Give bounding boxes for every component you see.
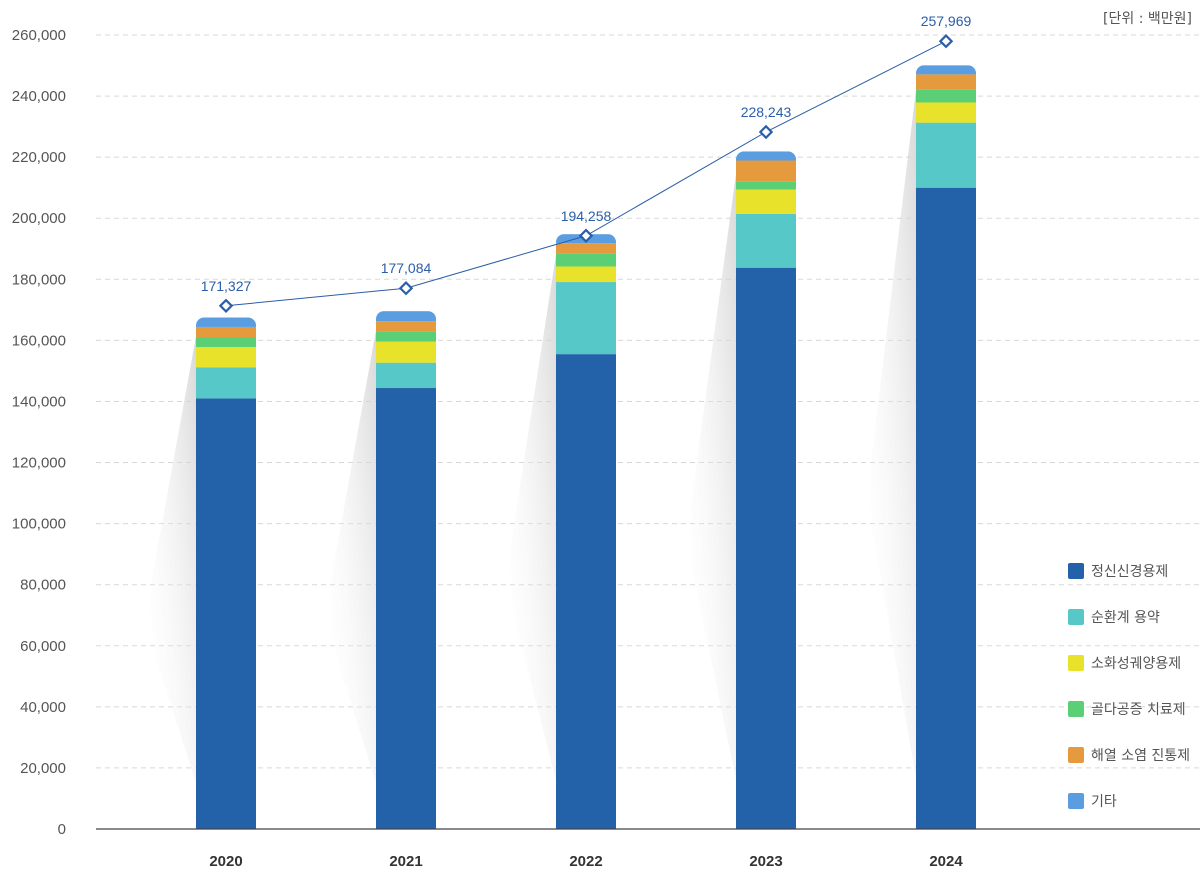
x-tick-label: 2022 [569,853,602,870]
x-tick-label: 2020 [209,853,242,870]
x-tick-label: 2024 [929,853,963,870]
legend-swatch [1068,609,1084,625]
bar-stack-2023 [736,151,796,829]
bar-segment [376,362,436,389]
bar-segment [376,311,436,322]
x-tick-label: 2023 [749,853,782,870]
y-tick-label: 140,000 [12,393,66,410]
y-tick-label: 200,000 [12,210,66,227]
bar-segment [196,367,256,399]
bar-segment [916,122,976,188]
bar-shadow [331,319,378,789]
legend-item: 해열 소염 진통제 [1068,747,1190,764]
bar-segment [916,187,976,829]
legend-item: 순환계 용약 [1068,609,1160,626]
bar-shadow [691,159,738,789]
bar-shadow [871,73,918,789]
legend-item: 기타 [1068,793,1117,810]
bar-segment [556,243,616,254]
bar-segment [196,326,256,338]
axes: 0 20,000 40,000 60,000 80,000 100,000 120,000 1… [12,27,1200,870]
bars [196,65,976,829]
y-tick-label: 0 [58,821,66,838]
bar-segment [376,341,436,363]
legend-item: 골다공증 치료제 [1068,701,1186,718]
bar-stack-2020 [196,317,256,829]
bar-segment [736,160,796,182]
bar-segment [556,266,616,283]
bar-segment [916,74,976,90]
bar-stack-2022 [556,234,616,829]
bar-segment [556,253,616,267]
bar-segment [556,354,616,829]
legend-item: 정신신경용제 [1068,563,1168,580]
total-line: 171,327 177,084 194,258 228,243 257,969 [201,13,972,314]
bar-shadow [511,242,558,789]
bar-shadow [151,325,198,789]
total-point-marker [578,228,594,243]
bar-segment [916,89,976,103]
bar-stack-2021 [376,311,436,829]
y-tick-label: 20,000 [20,760,66,777]
gridlines [96,34,1200,769]
bar-segment [736,213,796,268]
legend-label: 정신신경용제 [1091,564,1168,580]
legend-swatch [1068,747,1084,763]
total-point-marker [758,124,774,140]
bar-segment [736,189,796,214]
bar-segment [916,102,976,123]
total-value-label: 257,969 [921,13,972,29]
bar-segment [736,181,796,190]
legend-swatch [1068,701,1084,717]
y-tick-label: 220,000 [12,149,66,166]
bar-segment [376,331,436,342]
bar-stack-2024 [916,65,976,829]
legend-swatch [1068,563,1084,579]
total-point-marker [218,298,234,314]
y-tick-label: 240,000 [12,88,66,105]
legend-swatch [1068,793,1084,809]
total-value-label: 194,258 [561,208,612,224]
legend-item: 소화성궤양용제 [1068,655,1181,672]
legend-label: 순환계 용약 [1091,610,1160,626]
total-value-label: 171,327 [201,278,252,294]
y-tick-label: 80,000 [20,577,66,594]
bar-segment [376,388,436,829]
legend-label: 해열 소염 진통제 [1091,748,1190,764]
y-tick-label: 160,000 [12,332,66,349]
legend-label: 골다공증 치료제 [1091,702,1186,718]
bar-segment [196,317,256,327]
y-tick-label: 180,000 [12,271,66,288]
y-tick-label: 120,000 [12,455,66,472]
total-value-label: 177,084 [381,260,432,276]
y-tick-label: 260,000 [12,27,66,44]
bar-shadows [151,73,918,789]
bar-segment [196,337,256,348]
total-point-marker [398,281,414,296]
bar-segment [736,151,796,161]
bar-segment [196,347,256,368]
total-point-marker [938,33,954,49]
total-value-label: 228,243 [741,104,792,120]
legend-label: 소화성궤양용제 [1091,656,1181,672]
bar-segment [556,282,616,355]
y-tick-label: 100,000 [12,516,66,533]
y-tick-label: 60,000 [20,638,66,655]
unit-label: [단위 : 백만원] [1103,11,1192,27]
bar-segment [376,321,436,332]
x-tick-label: 2021 [389,853,422,870]
bar-segment [196,398,256,829]
legend-swatch [1068,655,1084,671]
y-tick-label: 40,000 [20,699,66,716]
legend-label: 기타 [1091,794,1117,810]
bar-segment [736,267,796,829]
bar-segment [916,65,976,75]
